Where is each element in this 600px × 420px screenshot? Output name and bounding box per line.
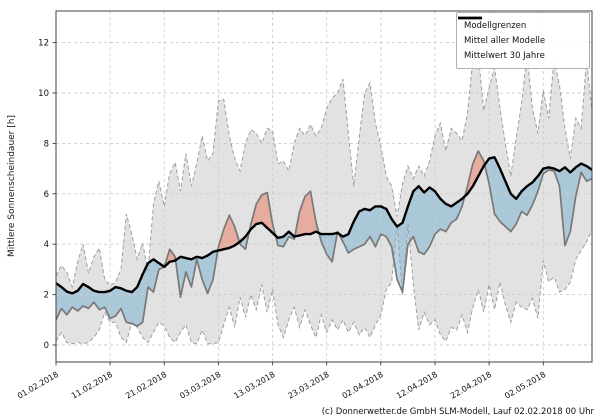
- x-tick-label: 12.04.2018: [395, 370, 439, 401]
- legend-label: Mittel aller Modelle: [464, 35, 546, 46]
- legend-item-mittelwert-30-jahre: Mittelwert 30 Jahre: [458, 16, 583, 63]
- x-tick-label: 13.03.2018: [232, 370, 276, 401]
- y-tick-label: 4: [44, 240, 49, 250]
- below-mean-fill: [56, 157, 592, 327]
- plot-frame: [55, 10, 593, 363]
- y-tick-label: 2: [44, 291, 49, 301]
- y-tick-label: 8: [44, 139, 49, 149]
- legend: Modellgrenzen Mittel aller Modelle Mitte…: [456, 12, 590, 69]
- legend-item-mittel-aller-modelle: Mittel aller Modelle: [458, 17, 583, 48]
- model-upper-bound-line: [55, 54, 593, 289]
- legend-label: Modellgrenzen: [464, 20, 527, 31]
- x-tick-label: 02.05.2018: [503, 370, 547, 401]
- figure-caption: (c) Donnerwetter.de GmbH SLM-Modell, Lau…: [321, 407, 594, 417]
- x-tick-label: 21.02.2018: [124, 370, 168, 401]
- x-tick-label: 22.04.2018: [449, 370, 493, 401]
- y-tick-label: 10: [38, 89, 49, 99]
- x-tick-label: 02.04.2018: [341, 370, 385, 401]
- model-mean-line: [55, 150, 593, 327]
- x-tick-label: 03.03.2018: [178, 370, 222, 401]
- y-tick-label: 6: [44, 190, 49, 200]
- x-tick-label: 23.03.2018: [287, 370, 331, 401]
- mean-30y-line: [55, 156, 593, 295]
- x-tick-label: 01.02.2018: [16, 370, 60, 401]
- legend-label: Mittelwert 30 Jahre: [464, 50, 545, 61]
- y-tick-label: 0: [44, 341, 49, 351]
- y-axis-label: Mittlere Sonnenscheindauer [h]: [7, 115, 17, 257]
- x-tick-label: 11.02.2018: [70, 370, 114, 401]
- y-tick-label: 12: [38, 39, 49, 49]
- black-line-icon: [458, 16, 482, 20]
